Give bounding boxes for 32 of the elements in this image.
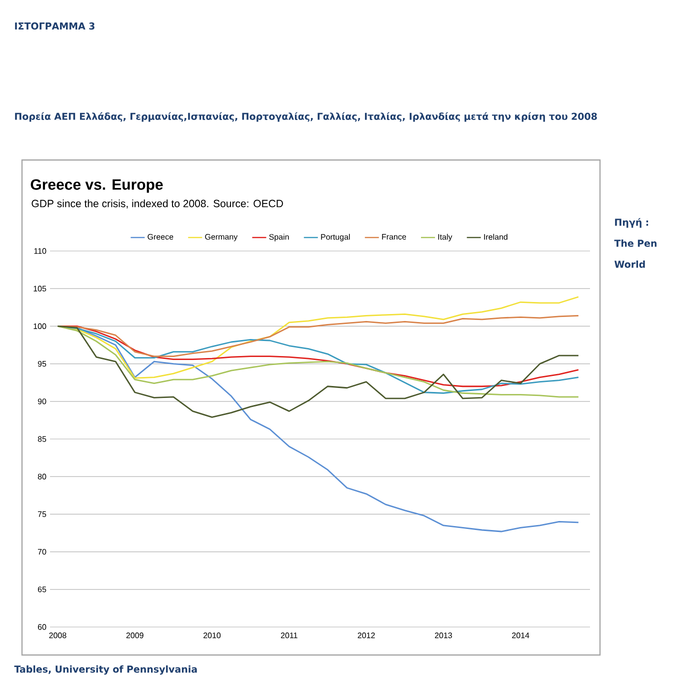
x-tick-label: 2008 <box>49 632 66 638</box>
y-tick-label: 70 <box>38 548 46 555</box>
text: ΙΣΤΟΓΡΑΜΜΑ 3 <box>15 22 94 30</box>
y-tick-label: 85 <box>38 436 46 442</box>
x-tick-label: 2009 <box>126 632 144 638</box>
x-tick-label: 2010 <box>204 632 221 638</box>
legend-label: France <box>382 234 406 240</box>
chart-title: Greece vs. Europe <box>30 179 163 193</box>
legend-label: Portugal <box>321 234 350 242</box>
text: Πορεία ΑΕΠ Ελλάδας, Γερμανίας,Ισπανίας, Πορτογαλίας, Γαλλίας, Ιταλίας, Ιρλανδίας μετά την κρίση του 2008 <box>15 112 597 122</box>
legend-label: Spain <box>269 234 289 242</box>
y-tick-label: 65 <box>38 586 46 592</box>
line-series <box>57 326 580 418</box>
legend-label: Ireland <box>484 234 508 240</box>
x-tick-label: 2011 <box>280 632 298 638</box>
y-tick-label: 95 <box>38 360 46 367</box>
y-tick-label: 75 <box>38 511 46 517</box>
y-tick-label: 110 <box>34 248 46 254</box>
y-tick-label: 100 <box>34 323 46 330</box>
y-tick-label: 80 <box>38 474 46 480</box>
y-tick-label: 90 <box>38 398 46 404</box>
x-tick-label: 2012 <box>358 632 375 638</box>
y-tick-label: 105 <box>34 286 46 292</box>
y-tick-label: 60 <box>38 624 46 630</box>
legend-label: Greece <box>148 234 174 240</box>
x-tick-label: 2013 <box>434 632 452 638</box>
chart-subtitle: GDP since the crisis, indexed to 2008. Source: OECD <box>32 200 283 208</box>
legend-label: Italy <box>438 234 452 242</box>
legend-label: Germany <box>205 234 238 242</box>
text: Tables, University of Pennsylvania <box>14 665 197 675</box>
x-tick-label: 2014 <box>512 632 530 638</box>
text: Πηγή : The Pen World <box>614 218 656 268</box>
